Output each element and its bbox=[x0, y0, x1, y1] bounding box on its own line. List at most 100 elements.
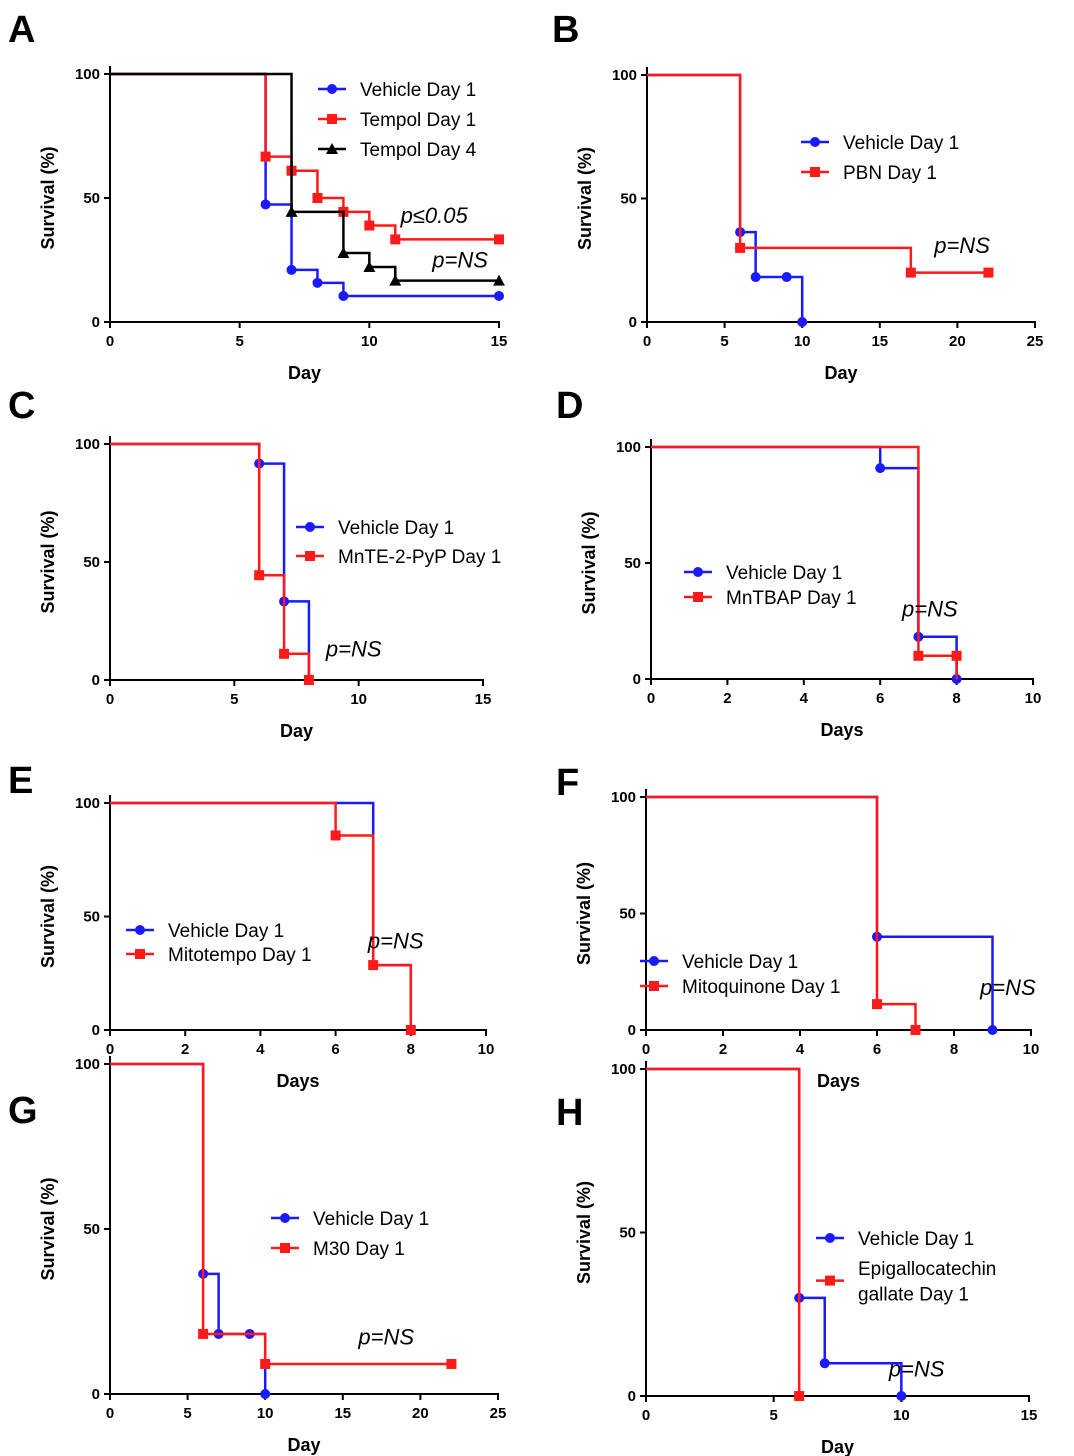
legend-marker bbox=[810, 137, 820, 147]
legend: Vehicle Day 1 MnTBAP Day 1 bbox=[684, 563, 857, 609]
survival-curve bbox=[110, 1062, 267, 1394]
series-2 bbox=[110, 442, 314, 685]
x-tick-label: 5 bbox=[769, 1407, 777, 1424]
data-point bbox=[983, 267, 994, 278]
data-point bbox=[405, 1025, 416, 1035]
p-value-annotation: p=NS bbox=[933, 233, 990, 258]
legend-label: M30 Day 1 bbox=[313, 1239, 405, 1260]
legend-label: Mitotempo Day 1 bbox=[168, 945, 312, 966]
y-tick-label: 50 bbox=[624, 555, 641, 572]
legend-marker bbox=[825, 1233, 835, 1243]
panel-c: C 0 5 10 15 0 50 100 Day Survival (%) Vehicle Day … bbox=[8, 385, 501, 741]
series-3 bbox=[110, 72, 505, 286]
data-point bbox=[819, 1358, 830, 1369]
data-point bbox=[494, 290, 504, 301]
data-point bbox=[254, 570, 265, 581]
x-tick-label: 8 bbox=[407, 1041, 415, 1058]
x-tick-label: 10 bbox=[478, 1041, 495, 1058]
survival-curve bbox=[646, 1067, 801, 1396]
p-value-annotation: p=NS bbox=[901, 596, 958, 621]
x-tick-label: 10 bbox=[1023, 1041, 1040, 1058]
legend-marker bbox=[649, 956, 659, 966]
x-axis-label: Day bbox=[288, 363, 321, 383]
y-tick-label: 0 bbox=[633, 671, 641, 688]
legend-marker bbox=[649, 981, 659, 991]
y-tick-label: 0 bbox=[628, 1388, 636, 1405]
y-axis-label: Survival (%) bbox=[38, 1177, 58, 1280]
y-tick-label: 100 bbox=[612, 67, 637, 84]
panel-letter: F bbox=[556, 762, 579, 804]
data-point bbox=[260, 199, 271, 210]
x-tick-label: 2 bbox=[723, 690, 731, 707]
legend: Vehicle Day 1 MnTE-2-PyP Day 1 bbox=[296, 518, 501, 568]
y-tick-label: 50 bbox=[619, 906, 636, 923]
x-tick-label: 0 bbox=[642, 1407, 650, 1424]
panel-letter: G bbox=[8, 1090, 38, 1132]
data-point bbox=[260, 151, 271, 162]
x-axis-label: Days bbox=[817, 1071, 860, 1091]
x-axis-label: Day bbox=[821, 1437, 854, 1456]
x-tick-label: 15 bbox=[491, 333, 508, 350]
legend: Vehicle Day 1 PBN Day 1 bbox=[801, 133, 959, 184]
legend-label: PBN Day 1 bbox=[843, 163, 937, 184]
x-tick-label: 25 bbox=[1027, 333, 1044, 350]
x-tick-label: 10 bbox=[361, 333, 378, 350]
x-tick-label: 5 bbox=[235, 333, 243, 350]
y-tick-label: 0 bbox=[92, 1022, 100, 1039]
panel-g: G 0 5 10 15 20 25 0 50 100 Day Survival (%) Vehicle … bbox=[8, 1056, 506, 1455]
x-tick-label: 20 bbox=[949, 333, 966, 350]
legend-label: gallate Day 1 bbox=[858, 1285, 969, 1306]
y-tick-label: 50 bbox=[83, 1221, 100, 1238]
y-tick-label: 100 bbox=[616, 439, 641, 456]
legend-label: Vehicle Day 1 bbox=[858, 1229, 974, 1250]
y-tick-label: 100 bbox=[611, 1061, 636, 1078]
x-tick-label: 2 bbox=[181, 1041, 189, 1058]
data-point bbox=[913, 650, 924, 661]
y-tick-label: 100 bbox=[75, 1056, 100, 1073]
x-tick-label: 0 bbox=[647, 690, 655, 707]
x-tick-label: 0 bbox=[642, 1041, 650, 1058]
y-tick-label: 100 bbox=[611, 789, 636, 806]
legend-label: Tempol Day 1 bbox=[360, 110, 476, 131]
x-tick-label: 15 bbox=[334, 1405, 351, 1422]
y-tick-label: 0 bbox=[92, 314, 100, 331]
x-axis-label: Day bbox=[287, 1435, 320, 1455]
legend-marker bbox=[305, 522, 315, 532]
data-point bbox=[797, 317, 808, 327]
data-point bbox=[363, 260, 376, 272]
series-1 bbox=[110, 801, 413, 1030]
x-tick-label: 10 bbox=[1025, 690, 1042, 707]
x-axis-label: Days bbox=[820, 720, 863, 740]
legend-marker bbox=[135, 949, 145, 959]
legend-marker bbox=[280, 1243, 290, 1253]
panel-b: B 0 5 10 15 20 25 0 50 100 Day Survival (%) Vehicle … bbox=[552, 9, 1043, 383]
data-point bbox=[794, 1391, 805, 1401]
legend-marker bbox=[693, 592, 703, 602]
legend-marker bbox=[825, 1275, 835, 1286]
x-tick-label: 0 bbox=[106, 1405, 114, 1422]
series-2 bbox=[646, 1067, 805, 1401]
survival-curve bbox=[110, 801, 413, 1030]
y-axis-label: Survival (%) bbox=[575, 147, 595, 250]
legend-label: Tempol Day 4 bbox=[360, 140, 477, 161]
legend-marker bbox=[305, 551, 315, 561]
x-tick-label: 10 bbox=[794, 333, 811, 350]
panel-letter: C bbox=[8, 385, 35, 427]
data-point bbox=[337, 247, 350, 259]
legend: Vehicle Day 1 Mitoquinone Day 1 bbox=[640, 952, 840, 998]
data-point bbox=[750, 272, 761, 283]
series-1 bbox=[110, 1062, 271, 1399]
y-tick-label: 0 bbox=[92, 1386, 100, 1403]
x-tick-label: 0 bbox=[106, 1041, 114, 1058]
survival-curve bbox=[647, 73, 804, 322]
x-tick-label: 25 bbox=[490, 1405, 507, 1422]
y-tick-label: 50 bbox=[83, 190, 100, 207]
survival-curve bbox=[110, 442, 311, 680]
legend: Vehicle Day 1 Epigallocatechin gallate Day… bbox=[816, 1229, 996, 1306]
legend-marker bbox=[280, 1213, 290, 1223]
survival-curve bbox=[110, 1062, 452, 1366]
x-tick-label: 8 bbox=[952, 690, 960, 707]
